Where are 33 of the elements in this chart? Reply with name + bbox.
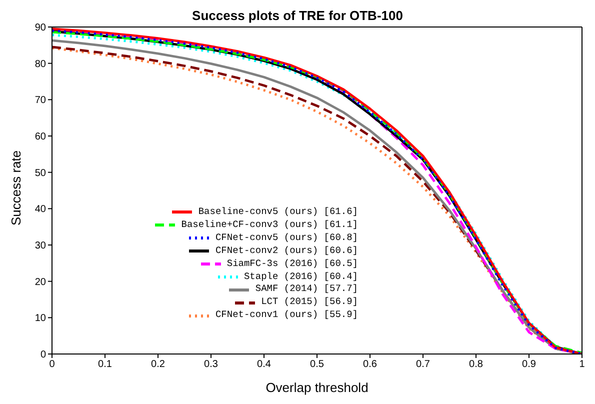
legend-label: Baseline+CF-conv3 (ours) [61.1]	[181, 218, 358, 232]
legend-label: SiamFC-3s (2016) [60.5]	[226, 258, 358, 271]
legend-label: CFNet-conv2 (ours) [60.6]	[215, 244, 358, 258]
x-tick-label: 0.9	[522, 359, 536, 370]
y-tick-label: 0	[40, 350, 46, 361]
x-tick-label: 0.2	[151, 359, 166, 370]
legend-label: Staple (2016) [60.4]	[244, 270, 358, 284]
legend-label: Baseline-conv5 (ours) [61.6]	[198, 206, 358, 219]
y-tick-label: 30	[34, 240, 46, 252]
x-tick-label: 0.4	[257, 359, 272, 370]
y-tick-label: 20	[34, 276, 46, 288]
y-tick-label: 70	[34, 95, 46, 106]
legend-label: SAMF (2014) [57.7]	[255, 283, 358, 296]
x-tick-label: 0.5	[310, 359, 324, 370]
y-tick-label: 90	[34, 22, 46, 34]
x-tick-label: 1	[579, 359, 586, 370]
chart-title: Success plots of TRE for OTB-100	[191, 8, 404, 23]
x-tick-label: 0.8	[469, 359, 484, 370]
x-tick-label: 0.7	[416, 359, 430, 370]
y-tick-label: 80	[34, 58, 46, 70]
y-tick-label: 50	[34, 168, 46, 179]
x-tick-label: 0	[49, 359, 56, 370]
legend-label: CFNet-conv1 (ours) [55.9]	[215, 309, 358, 322]
y-tick-label: 40	[34, 204, 46, 216]
x-axis-title: Overlap threshold	[266, 380, 368, 395]
x-tick-label: 0.6	[363, 359, 378, 370]
legend-label: CFNet-conv5 (ours) [60.8]	[215, 232, 358, 245]
legend-label: LCT (2015) [56.9]	[261, 296, 358, 310]
y-tick-label: 10	[34, 313, 46, 324]
y-tick-label: 60	[34, 132, 46, 143]
x-tick-label: 0.3	[204, 359, 218, 370]
y-axis-title: Success rate	[8, 150, 24, 226]
x-tick-label: 0.1	[98, 359, 112, 370]
